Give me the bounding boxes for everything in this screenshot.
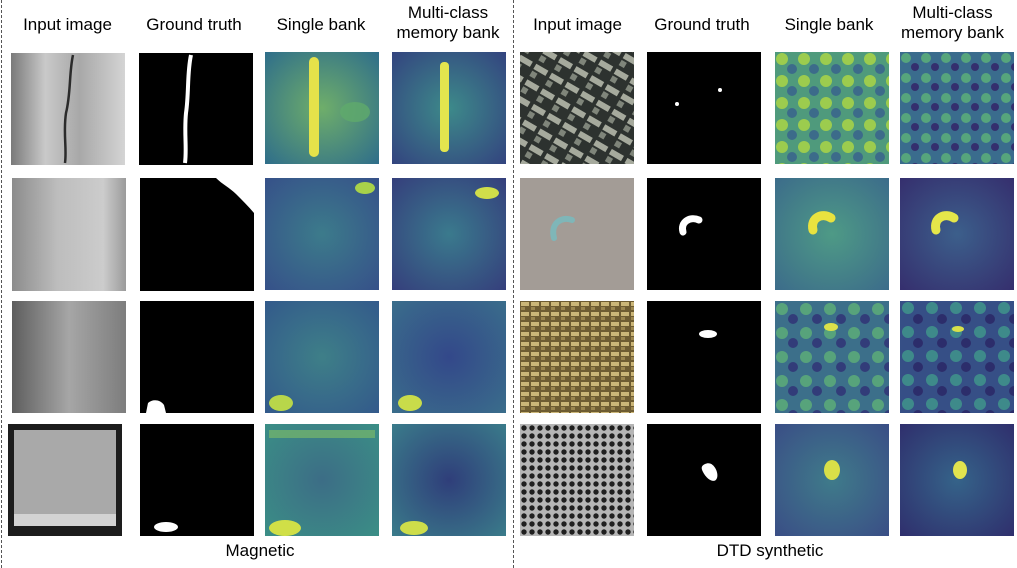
- magnetic-multi-bank-row4: [392, 424, 506, 536]
- dtd-single-bank-row2: [775, 178, 889, 290]
- header-right-gt: Ground truth: [654, 15, 750, 34]
- dtd-multi-bank-row2: [900, 178, 1014, 290]
- magnetic-ground-truth-row3: [140, 301, 254, 413]
- header-right-multi: Multi-class memory bank: [901, 3, 1004, 42]
- group-label-dtd-synthetic: DTD synthetic: [716, 541, 824, 560]
- dtd-ground-truth-row3: [647, 301, 761, 413]
- dtd-single-bank-row1: [775, 52, 889, 164]
- dtd-input-image-row3: [520, 301, 634, 413]
- magnetic-input-image-row4: [8, 424, 122, 536]
- dtd-input-image-row4: [520, 424, 634, 536]
- header-right-input: Input image: [533, 15, 622, 34]
- dtd-multi-bank-row3: [900, 301, 1014, 413]
- magnetic-input-image-row2: [12, 178, 126, 291]
- magnetic-single-bank-row1: [265, 52, 379, 164]
- header-left-single: Single bank: [276, 15, 366, 34]
- dtd-ground-truth-row4: [647, 424, 761, 536]
- header-right-single: Single bank: [784, 15, 874, 34]
- magnetic-multi-bank-row1: [392, 52, 506, 164]
- magnetic-ground-truth-row1: [139, 53, 253, 165]
- dtd-multi-bank-row4: [900, 424, 1014, 536]
- magnetic-input-image-row1: [11, 53, 125, 165]
- header-left-multi: Multi-class memory bank: [396, 3, 500, 42]
- header-left-input: Input image: [23, 15, 112, 34]
- header-left-gt: Ground truth: [146, 15, 242, 34]
- magnetic-single-bank-row3: [265, 301, 379, 413]
- dtd-input-image-row1: [520, 52, 634, 164]
- magnetic-ground-truth-row2: [140, 178, 254, 291]
- magnetic-ground-truth-row4: [140, 424, 254, 536]
- dtd-single-bank-row3: [775, 301, 889, 413]
- magnetic-multi-bank-row3: [392, 301, 506, 413]
- dtd-ground-truth-row2: [647, 178, 761, 290]
- group-divider: [513, 0, 514, 568]
- magnetic-multi-bank-row2: [392, 178, 506, 290]
- group-label-magnetic: Magnetic: [225, 541, 295, 560]
- magnetic-single-bank-row2: [265, 178, 379, 290]
- dtd-input-image-row2: [520, 178, 634, 290]
- magnetic-input-image-row3: [12, 301, 126, 413]
- magnetic-single-bank-row4: [265, 424, 379, 536]
- dtd-ground-truth-row1: [647, 52, 761, 164]
- left-edge-divider: [1, 0, 2, 568]
- dtd-single-bank-row4: [775, 424, 889, 536]
- dtd-multi-bank-row1: [900, 52, 1014, 164]
